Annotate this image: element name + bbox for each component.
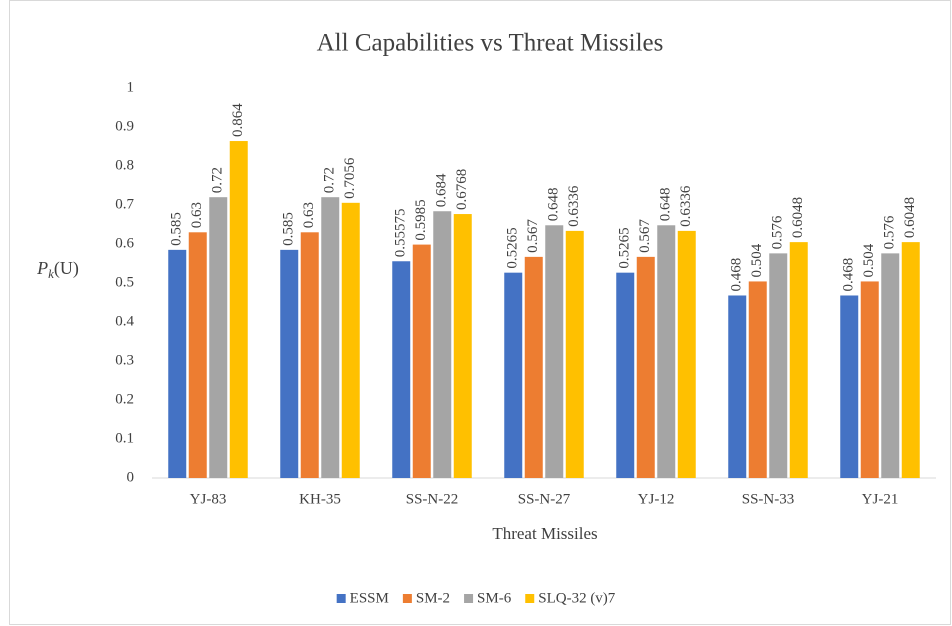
- data-label: 0.6048: [790, 197, 806, 238]
- data-label: 0.648: [658, 188, 674, 222]
- data-label: 0.63: [189, 202, 205, 228]
- data-label: 0.6048: [902, 197, 918, 238]
- data-label: 0.648: [546, 188, 562, 222]
- bar: [229, 141, 248, 479]
- x-tick-label: SS-N-22: [406, 491, 459, 507]
- legend-swatch: [464, 594, 474, 603]
- x-tick-label: SS-N-27: [518, 491, 571, 507]
- bar: [392, 261, 411, 478]
- x-axis-title: Threat Missiles: [492, 524, 597, 543]
- bar: [840, 295, 859, 478]
- bar: [636, 256, 655, 478]
- data-label: 0.585: [169, 212, 185, 246]
- bar: [769, 253, 788, 478]
- bar: [657, 225, 676, 478]
- x-tick-label: YJ-83: [190, 491, 227, 507]
- data-label: 0.567: [637, 219, 653, 253]
- legend-swatch: [402, 594, 412, 603]
- bar: [453, 214, 472, 478]
- bar: [412, 244, 431, 478]
- bar: [341, 202, 360, 479]
- bar: [209, 197, 228, 478]
- bar: [901, 242, 920, 478]
- bar: [545, 225, 564, 478]
- bar: [433, 211, 452, 479]
- y-tick-label: 0.8: [115, 157, 134, 173]
- y-axis-title: Pk(U): [36, 258, 79, 281]
- bar: [168, 249, 187, 478]
- data-label: 0.72: [322, 167, 338, 193]
- data-label: 0.576: [770, 215, 786, 249]
- y-tick-label: 1: [127, 79, 135, 95]
- y-tick-label: 0.7: [115, 196, 134, 212]
- y-tick-label: 0.9: [115, 118, 134, 134]
- bar: [524, 256, 543, 478]
- y-tick-label: 0.2: [115, 391, 134, 407]
- data-label: 0.504: [749, 243, 765, 277]
- bar: [748, 281, 767, 478]
- data-label: 0.684: [434, 173, 450, 207]
- data-label: 0.72: [210, 167, 226, 193]
- data-label: 0.468: [729, 258, 745, 292]
- legend-label: SLQ-32 (v)7: [538, 590, 616, 606]
- y-tick-label: 0.3: [115, 352, 134, 368]
- y-tick-label: 0: [127, 469, 135, 485]
- data-label: 0.504: [861, 243, 877, 277]
- bar: [860, 281, 879, 478]
- x-tick-label: YJ-21: [862, 491, 899, 507]
- legend-label: ESSM: [350, 590, 389, 606]
- y-tick-label: 0.1: [115, 430, 134, 446]
- data-label: 0.468: [841, 258, 857, 292]
- bar: [616, 272, 635, 478]
- bar: [504, 272, 523, 478]
- bar: [300, 232, 319, 478]
- y-axis-title-part: k: [48, 266, 54, 281]
- data-label: 0.6336: [566, 185, 582, 227]
- data-label: 0.6336: [678, 185, 694, 227]
- legend-label: SM-6: [477, 590, 512, 606]
- data-label: 0.864: [230, 103, 246, 137]
- bar: [188, 232, 207, 478]
- data-label: 0.55575: [393, 209, 409, 258]
- bar: [881, 253, 900, 478]
- legend-label: SM-2: [416, 590, 450, 606]
- chart-frame: [9, 0, 951, 625]
- y-axis-title-part: (U): [54, 258, 79, 279]
- y-tick-label: 0.5: [115, 274, 134, 290]
- data-label: 0.7056: [342, 157, 358, 199]
- x-tick-label: KH-35: [299, 491, 341, 507]
- data-label: 0.5265: [505, 227, 521, 268]
- bar: [789, 242, 808, 478]
- x-tick-label: YJ-12: [638, 491, 675, 507]
- chart-title: All Capabilities vs Threat Missiles: [317, 30, 664, 57]
- data-label: 0.567: [525, 219, 541, 253]
- data-label: 0.5265: [617, 227, 633, 268]
- data-label: 0.585: [281, 212, 297, 246]
- y-axis-title-part: P: [36, 258, 48, 278]
- data-label: 0.5985: [413, 199, 429, 240]
- x-tick-label: SS-N-33: [742, 491, 795, 507]
- data-label: 0.63: [301, 202, 317, 228]
- bar: [728, 295, 747, 478]
- y-tick-label: 0.4: [115, 313, 134, 329]
- data-label: 0.576: [882, 215, 898, 249]
- bar: [677, 230, 696, 478]
- y-tick-label: 0.6: [115, 235, 134, 251]
- bar: [565, 230, 584, 478]
- legend-swatch: [525, 594, 535, 603]
- bar: [321, 197, 340, 478]
- data-label: 0.6768: [454, 169, 470, 210]
- legend-swatch: [336, 594, 346, 603]
- bar: [280, 249, 299, 478]
